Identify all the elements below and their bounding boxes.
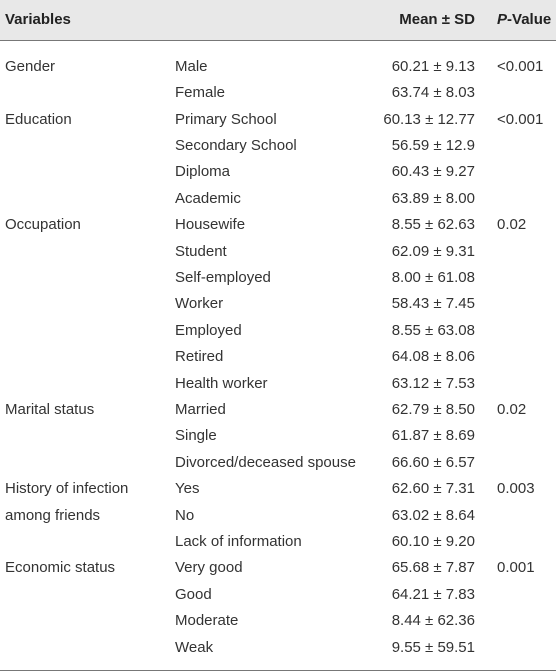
mean-sd: 60.13 ± 12.77 <box>383 110 475 128</box>
level: Moderate <box>175 612 239 630</box>
level: Very good <box>175 559 243 577</box>
mean-sd: 61.87 ± 8.69 <box>391 427 475 445</box>
mean-sd: 64.21 ± 7.83 <box>391 585 475 603</box>
level: Good <box>175 585 212 603</box>
p-value: 0.02 <box>497 401 527 418</box>
mean-sd: 66.60 ± 6.57 <box>391 453 475 471</box>
level: Employed <box>175 321 242 339</box>
header-background <box>0 0 556 40</box>
bottom-rule <box>0 670 556 671</box>
mean-sd: 58.43 ± 7.45 <box>391 295 475 313</box>
p-value: <0.001 <box>497 110 544 128</box>
header-variables: Variables <box>5 11 71 28</box>
mean-sd: 9.55 ± 59.51 <box>391 638 475 656</box>
level: Student <box>175 242 227 260</box>
mean-sd: 8.55 ± 63.08 <box>391 321 475 339</box>
p-value: <0.001 <box>497 57 544 75</box>
level: Worker <box>175 295 224 313</box>
mean-sd: 62.09 ± 9.31 <box>391 242 475 260</box>
level: Primary School <box>175 110 277 128</box>
variable: Education <box>5 110 72 128</box>
mean-sd: 56.59 ± 12.9 <box>391 137 475 154</box>
level: Female <box>175 84 226 102</box>
mean-sd: 63.02 ± 8.64 <box>391 506 475 524</box>
mean-sd: 8.44 ± 62.36 <box>391 612 475 630</box>
mean-sd: 63.89 ± 8.00 <box>391 189 475 207</box>
mean-sd: 64.08 ± 8.06 <box>391 348 475 366</box>
mean-sd: 62.60 ± 7.31 <box>391 480 475 498</box>
p-value: 0.001 <box>497 559 535 577</box>
p-value: 0.003 <box>497 480 535 498</box>
variable: Economic status <box>5 559 116 577</box>
level: Single <box>175 427 217 445</box>
header-mean: Mean ± SD <box>399 11 475 28</box>
level: Weak <box>175 638 214 656</box>
mean-sd: 60.21 ± 9.13 <box>391 57 475 75</box>
variable: Occupation <box>5 216 81 234</box>
variable: Gender <box>5 57 56 75</box>
variable: Marital status <box>5 401 95 418</box>
level: Retired <box>175 348 224 366</box>
level: Married <box>175 401 226 418</box>
mean-sd: 62.79 ± 8.50 <box>391 401 475 418</box>
level: Self-employed <box>175 269 271 286</box>
level: Divorced/deceased spouse <box>175 453 356 471</box>
level: Secondary School <box>175 137 297 154</box>
mean-sd: 60.43 ± 9.27 <box>391 163 475 181</box>
level: Academic <box>175 189 241 207</box>
level: Lack of information <box>175 533 302 550</box>
mean-sd: 60.10 ± 9.20 <box>391 533 475 550</box>
p-value: 0.02 <box>497 216 527 234</box>
mean-sd: 63.12 ± 7.53 <box>391 374 475 392</box>
variable: History of infection among friends <box>5 480 129 524</box>
mean-sd: 63.74 ± 8.03 <box>391 84 475 102</box>
mean-sd: 65.68 ± 7.87 <box>391 559 475 577</box>
header-p-value: P-Value <box>497 11 552 28</box>
level: Diploma <box>175 163 231 181</box>
mean-sd: 8.00 ± 61.08 <box>391 269 475 286</box>
mean-sd: 8.55 ± 62.63 <box>391 216 475 234</box>
level: Yes <box>175 480 200 498</box>
header-rule <box>0 40 556 41</box>
level: Housewife <box>175 216 246 234</box>
level: Male <box>175 57 208 75</box>
level: No <box>175 506 195 524</box>
level: Health worker <box>175 374 268 392</box>
